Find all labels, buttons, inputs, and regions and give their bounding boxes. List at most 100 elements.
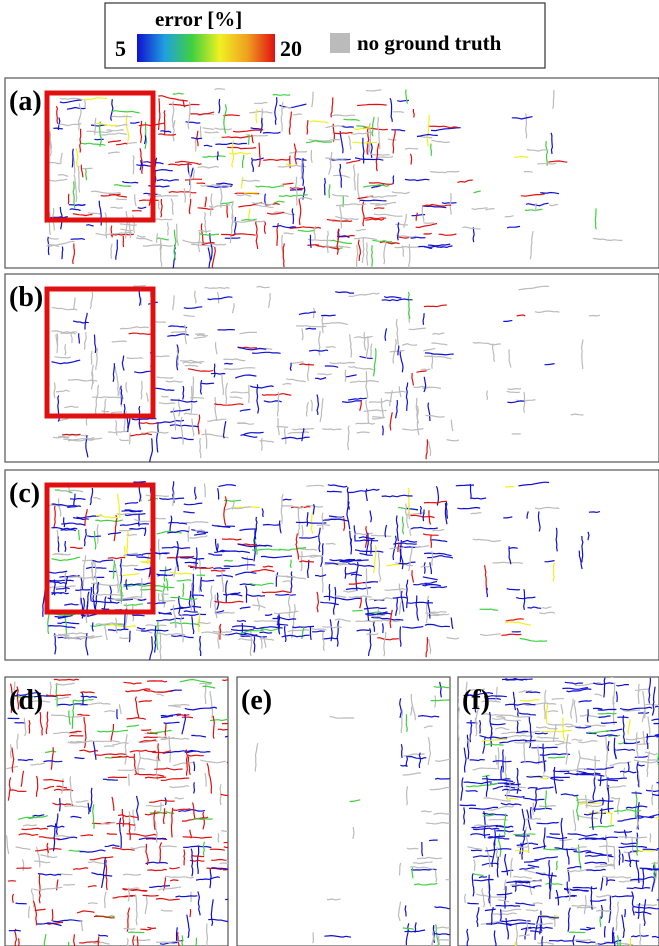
edge bbox=[156, 756, 157, 780]
edge bbox=[222, 723, 236, 724]
panel-label: (f) bbox=[462, 685, 490, 716]
edge bbox=[53, 635, 69, 636]
edge bbox=[204, 288, 229, 289]
edge bbox=[60, 798, 61, 811]
edge bbox=[493, 562, 523, 563]
edge bbox=[431, 700, 450, 701]
edge bbox=[424, 223, 434, 224]
edge bbox=[218, 833, 219, 842]
edge bbox=[141, 381, 142, 400]
edge bbox=[93, 741, 119, 742]
edge bbox=[107, 834, 117, 835]
edge bbox=[214, 364, 215, 378]
edge bbox=[327, 899, 341, 900]
edge bbox=[508, 389, 521, 390]
edge bbox=[237, 621, 246, 622]
edge bbox=[54, 679, 79, 680]
panel-label: (a) bbox=[9, 86, 42, 117]
edge bbox=[383, 426, 384, 436]
edge bbox=[62, 434, 80, 435]
edge bbox=[261, 636, 262, 649]
edge bbox=[108, 777, 127, 778]
edge bbox=[611, 814, 612, 825]
edge bbox=[517, 721, 518, 732]
edge bbox=[190, 909, 191, 917]
edge bbox=[510, 885, 522, 886]
edge bbox=[104, 746, 114, 747]
edge bbox=[231, 392, 250, 393]
edge bbox=[480, 720, 481, 733]
edge bbox=[530, 807, 531, 819]
edge bbox=[141, 730, 151, 731]
edge bbox=[194, 782, 195, 793]
edge bbox=[589, 315, 600, 316]
edge bbox=[217, 543, 218, 552]
edge bbox=[140, 929, 151, 930]
edge bbox=[371, 143, 372, 158]
edge bbox=[283, 107, 292, 108]
edge bbox=[215, 89, 225, 90]
panel-label: (e) bbox=[241, 685, 272, 716]
edge bbox=[65, 541, 66, 552]
edge bbox=[551, 777, 570, 778]
edge bbox=[141, 578, 142, 597]
edge bbox=[619, 850, 620, 866]
edge bbox=[225, 238, 241, 239]
edge bbox=[442, 203, 457, 204]
panels: (a)(b)(c)(d)(e)(f) bbox=[5, 78, 659, 946]
edge bbox=[517, 315, 526, 316]
edge bbox=[143, 895, 159, 896]
edge bbox=[57, 530, 58, 542]
edge bbox=[219, 99, 220, 113]
panel: (f) bbox=[457, 675, 659, 946]
edge bbox=[605, 926, 606, 937]
edge bbox=[132, 615, 144, 616]
edge bbox=[556, 861, 557, 870]
edge bbox=[325, 178, 326, 195]
edge bbox=[322, 567, 323, 592]
edge bbox=[424, 233, 432, 234]
edge bbox=[598, 713, 617, 714]
edge bbox=[9, 930, 21, 931]
edge bbox=[367, 242, 368, 265]
edge bbox=[249, 385, 250, 403]
edge bbox=[533, 803, 534, 815]
edge bbox=[542, 936, 543, 946]
edge bbox=[182, 717, 193, 718]
legend-title: error [%] bbox=[155, 7, 242, 31]
edge bbox=[552, 699, 564, 700]
edge bbox=[383, 623, 384, 633]
edge bbox=[202, 580, 215, 581]
edge bbox=[11, 744, 12, 758]
edge bbox=[98, 936, 99, 946]
edge bbox=[407, 848, 418, 849]
edge bbox=[195, 334, 205, 335]
edge bbox=[614, 831, 632, 832]
edge bbox=[632, 838, 633, 853]
edge bbox=[322, 513, 323, 530]
edge bbox=[654, 723, 659, 724]
edge bbox=[65, 344, 66, 355]
edge bbox=[161, 396, 168, 397]
edge bbox=[317, 374, 331, 375]
edge bbox=[421, 369, 431, 370]
edge bbox=[548, 757, 565, 758]
edge bbox=[127, 143, 137, 144]
edge bbox=[471, 498, 487, 499]
edge bbox=[8, 881, 16, 882]
edge bbox=[498, 748, 499, 770]
edge bbox=[515, 882, 516, 892]
panel-label: (d) bbox=[9, 685, 43, 716]
edge bbox=[71, 239, 85, 240]
no-data-swatch bbox=[330, 33, 350, 53]
edge bbox=[497, 857, 498, 878]
panel: (c) bbox=[5, 470, 659, 665]
edge bbox=[537, 163, 556, 164]
edge bbox=[594, 756, 595, 780]
edge bbox=[139, 200, 158, 201]
edge bbox=[322, 316, 323, 333]
edge bbox=[129, 433, 130, 445]
edge bbox=[650, 833, 651, 842]
edge bbox=[127, 535, 137, 536]
edge bbox=[515, 836, 530, 837]
